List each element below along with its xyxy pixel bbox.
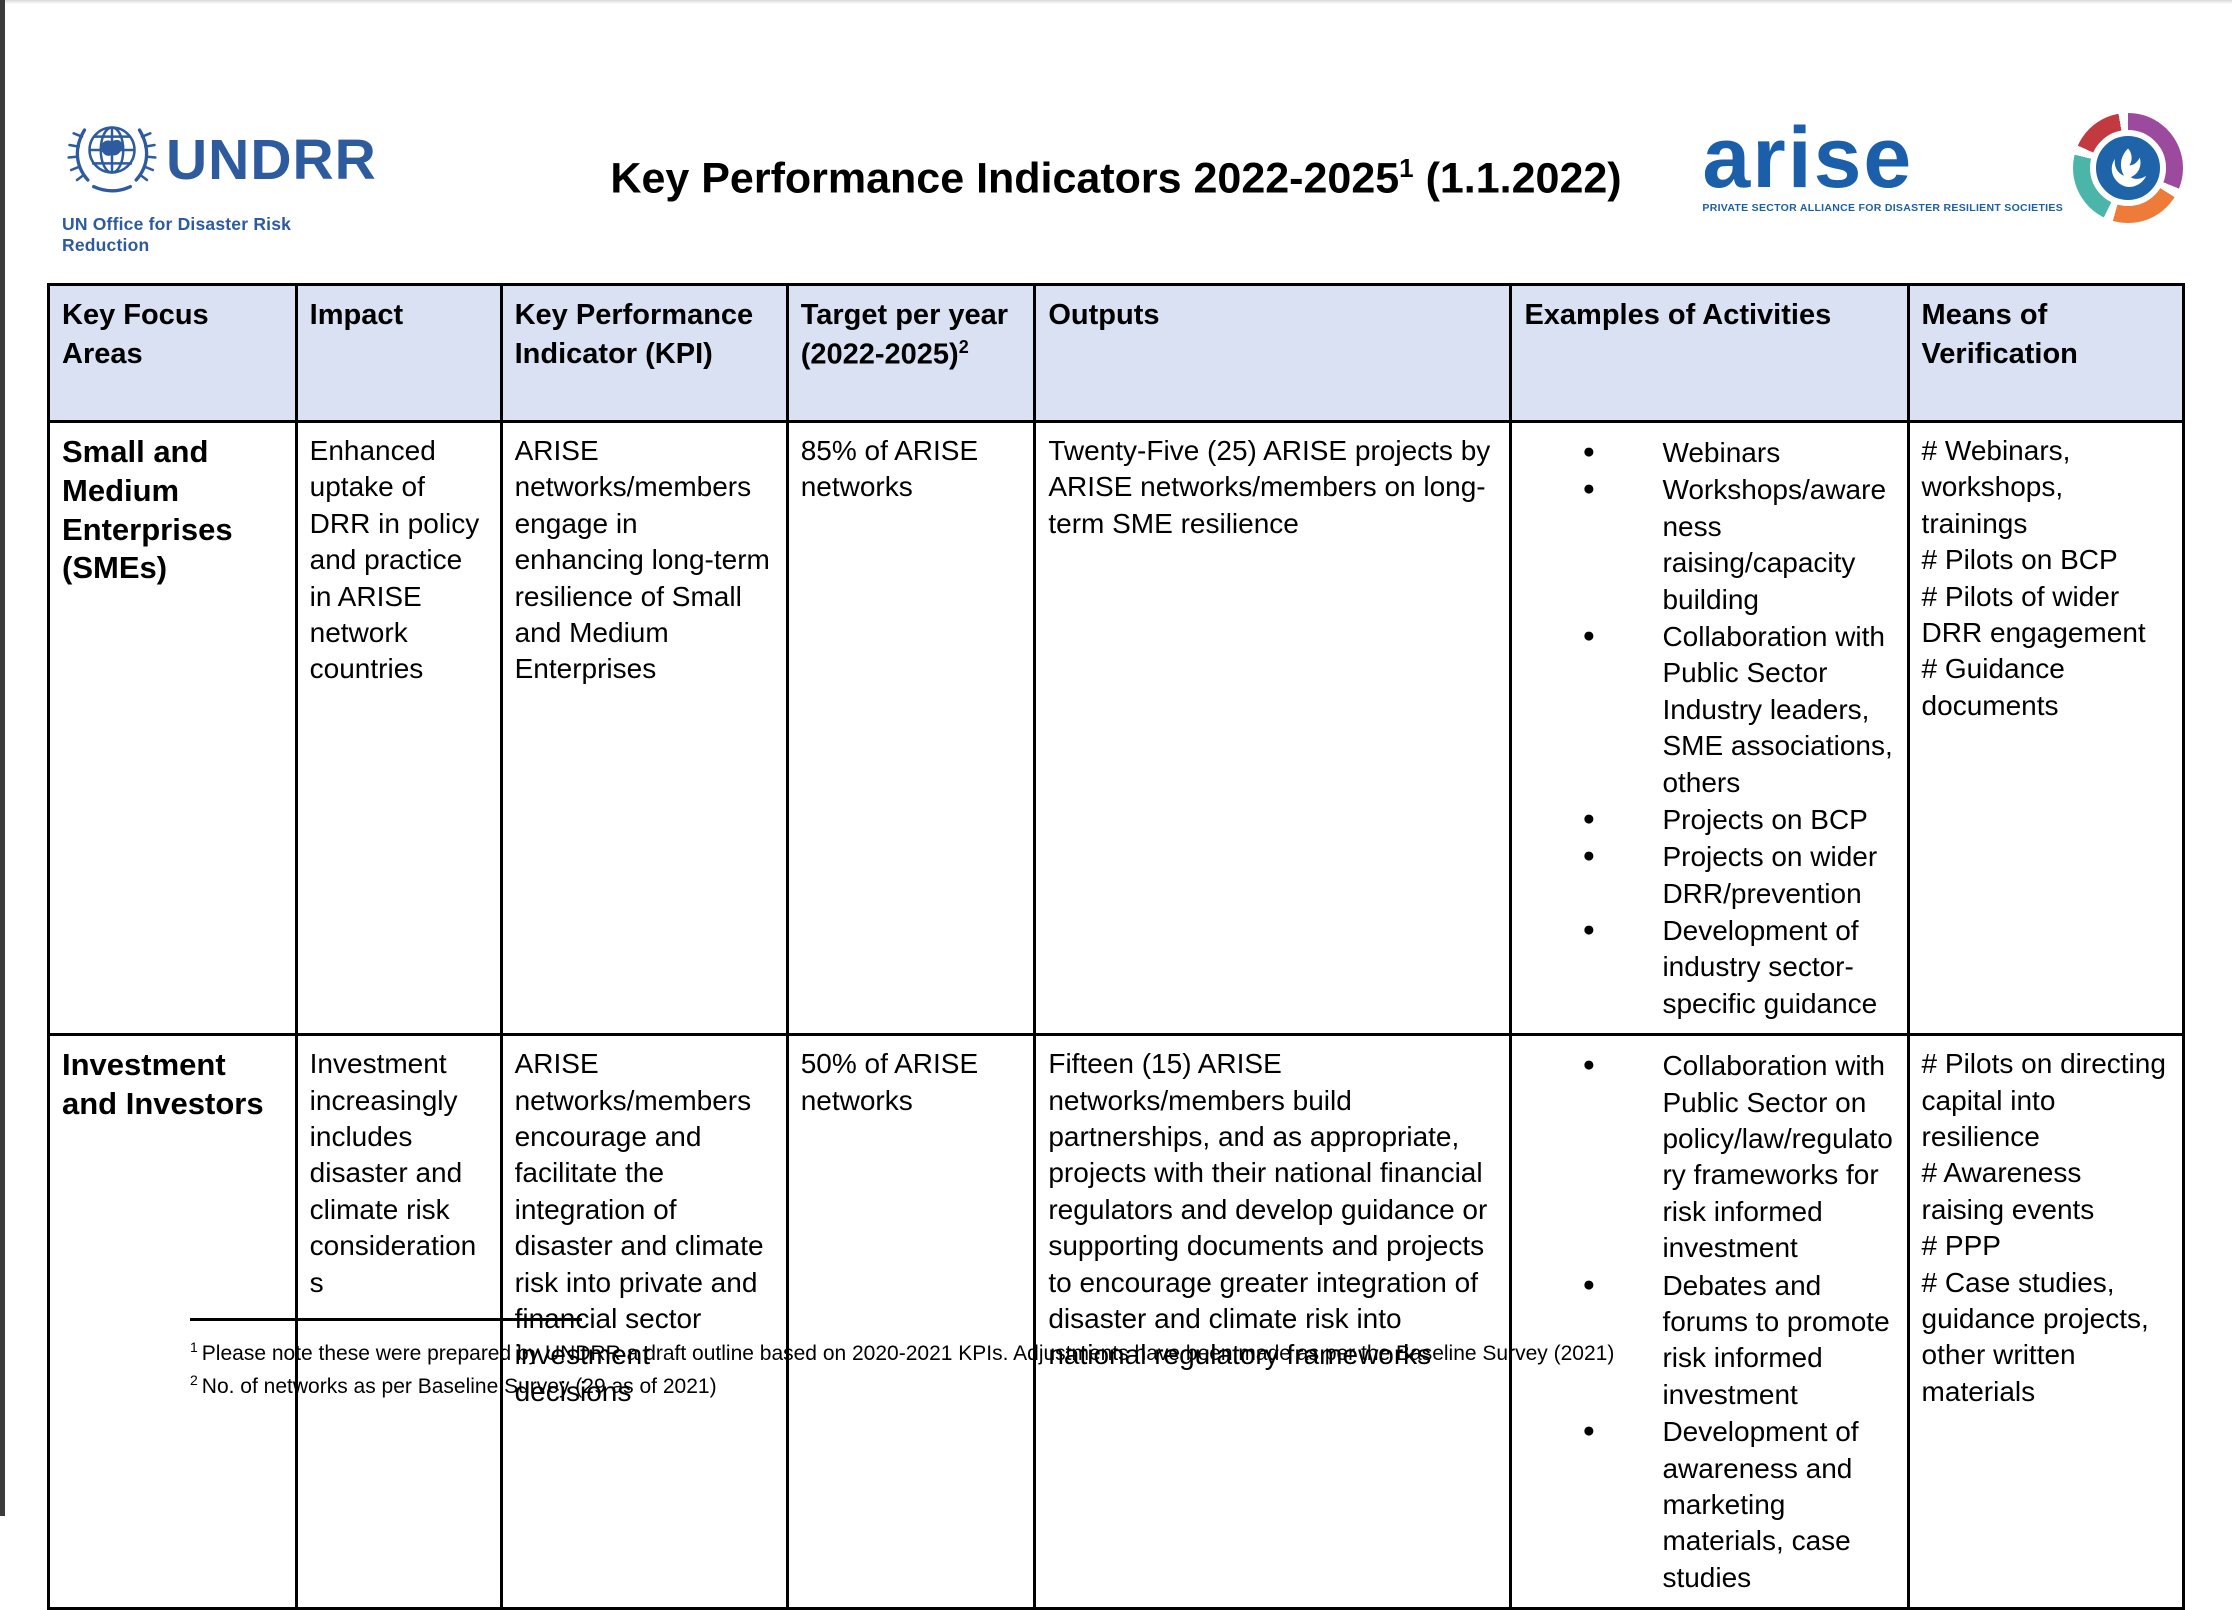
arise-wordmark: arise	[1702, 110, 1914, 207]
table-header-row: Key Focus Areas Impact Key Performance I…	[47, 283, 2186, 423]
col-header-activities: Examples of Activities	[1509, 283, 1910, 423]
cell-outputs: Fifteen (15) ARISE networks/members buil…	[1033, 1033, 1513, 1610]
focus-area-label: Investment and Investors	[62, 1047, 264, 1121]
activity-item: Debates and forums to promote risk infor…	[1582, 1268, 1894, 1414]
arise-tagline: PRIVATE SECTOR ALLIANCE FOR DISASTER RES…	[1702, 201, 2063, 214]
footnote-1-text: Please note these were prepared by UNDRR…	[201, 1342, 1615, 1365]
un-emblem-icon	[67, 126, 157, 193]
col-header-outputs: Outputs	[1033, 283, 1513, 423]
table-row-smes: Small and Medium Enterprises (SMEs) Enha…	[47, 419, 2186, 1037]
activity-item: Projects on BCP	[1582, 802, 1894, 838]
verification-list: # Pilots on directing capital into resil…	[1922, 1046, 2170, 1410]
cell-impact: Enhanced uptake of DRR in policy and pra…	[294, 419, 503, 1037]
page-title: Key Performance Indicators 2022-20251 (1…	[47, 153, 2185, 203]
verification-line: # Webinars, workshops, trainings	[1921, 435, 2071, 539]
activity-item: Projects on wider DRR/prevention	[1582, 839, 1894, 912]
verification-line: # Pilots of wider DRR engagement	[1921, 580, 2146, 648]
activity-item: Collaboration with Public Sector Industr…	[1582, 619, 1894, 801]
undrr-subtitle: UN Office for Disaster Risk Reduction	[62, 214, 292, 255]
footnote-1: 1 Please note these were prepared by UNDR…	[190, 1337, 2090, 1370]
kpi-table: Key Focus Areas Impact Key Performance I…	[47, 283, 2186, 1610]
cell-target: 50% of ARISE networks	[785, 1033, 1037, 1610]
verification-line: # Awareness raising events	[1921, 1157, 2095, 1225]
arise-phoenix-icon	[2073, 113, 2183, 223]
col-header-target: Target per year (2022-2025)2	[785, 283, 1037, 423]
verification-line: # PPP	[1921, 1230, 2001, 1262]
footnote-2-text: No. of networks as per Baseline Survey (…	[201, 1374, 717, 1398]
undrr-logo: UNDRR UN Office for Disaster Risk Reduct…	[62, 110, 376, 256]
footnotes-section: 1 Please note these were prepared by UNDR…	[190, 1318, 2090, 1402]
activity-item: Collaboration with Public Sector on poli…	[1582, 1048, 1894, 1266]
footnote-2: 2 No. of networks as per Baseline Survey …	[190, 1370, 2090, 1403]
activity-item: Workshops/awareness raising/capacity bui…	[1582, 472, 1894, 618]
verification-line: # Pilots on BCP	[1921, 544, 2118, 576]
footnote-2-marker: 2	[190, 1371, 198, 1388]
title-footnote-marker: 1	[1399, 153, 1414, 183]
col-header-kpi: Key Performance Indicator (KPI)	[499, 283, 789, 423]
window-left-edge	[0, 0, 5, 1516]
cell-verification: # Pilots on directing capital into resil…	[1906, 1033, 2186, 1610]
activity-item: Webinars	[1582, 435, 1894, 471]
col-header-target-text: Target per year (2022-2025)	[800, 299, 1009, 371]
verification-line: # Pilots on directing capital into resil…	[1921, 1048, 2166, 1153]
activity-item: Development of industry sector-specific …	[1582, 913, 1894, 1022]
cell-target: 85% of ARISE networks	[785, 419, 1037, 1037]
undrr-wordmark: UNDRR	[166, 127, 377, 192]
window-top-edge	[0, 0, 2232, 4]
footnote-separator	[190, 1318, 582, 1321]
footnote-1-marker: 1	[190, 1339, 198, 1355]
document-header: UNDRR UN Office for Disaster Risk Reduct…	[47, 95, 2185, 270]
activities-list: WebinarsWorkshops/awareness raising/capa…	[1524, 435, 1894, 1022]
page-title-date: (1.1.2022)	[1413, 154, 1622, 203]
verification-list: # Webinars, workshops, trainings # Pilots…	[1922, 433, 2170, 724]
cell-impact: Investment increasingly includes disaste…	[294, 1033, 503, 1610]
target-footnote-marker: 2	[958, 337, 969, 358]
verification-line: # Guidance documents	[1921, 653, 2065, 721]
table-row-investment: Investment and Investors Investment incr…	[47, 1033, 2186, 1610]
cell-kpi: ARISE networks/members encourage and fac…	[499, 1033, 789, 1610]
phoenix-bird-icon	[2111, 148, 2147, 187]
cell-focus-area: Small and Medium Enterprises (SMEs)	[47, 419, 298, 1037]
verification-line: # Case studies, guidance projects, other…	[1921, 1266, 2149, 1407]
focus-area-label: Small and Medium Enterprises (SMEs)	[62, 434, 233, 586]
cell-focus-area: Investment and Investors	[47, 1033, 298, 1610]
activity-item: Development of awareness and marketing m…	[1582, 1414, 1894, 1596]
col-header-verification: Means of Verification	[1906, 283, 2186, 423]
cell-outputs: Twenty-Five (25) ARISE projects by ARISE…	[1033, 419, 1513, 1037]
page-title-text: Key Performance Indicators 2022-2025	[610, 154, 1400, 203]
col-header-key-focus-areas: Key Focus Areas	[47, 283, 298, 423]
cell-kpi: ARISE networks/members engage in enhanci…	[499, 419, 789, 1037]
cell-verification: # Webinars, workshops, trainings # Pilots…	[1906, 419, 2186, 1037]
arise-logo: arise PRIVATE SECTOR ALLIANCE FOR DISAST…	[1702, 113, 2183, 223]
col-header-impact: Impact	[294, 283, 503, 423]
cell-activities: WebinarsWorkshops/awareness raising/capa…	[1509, 419, 1910, 1037]
